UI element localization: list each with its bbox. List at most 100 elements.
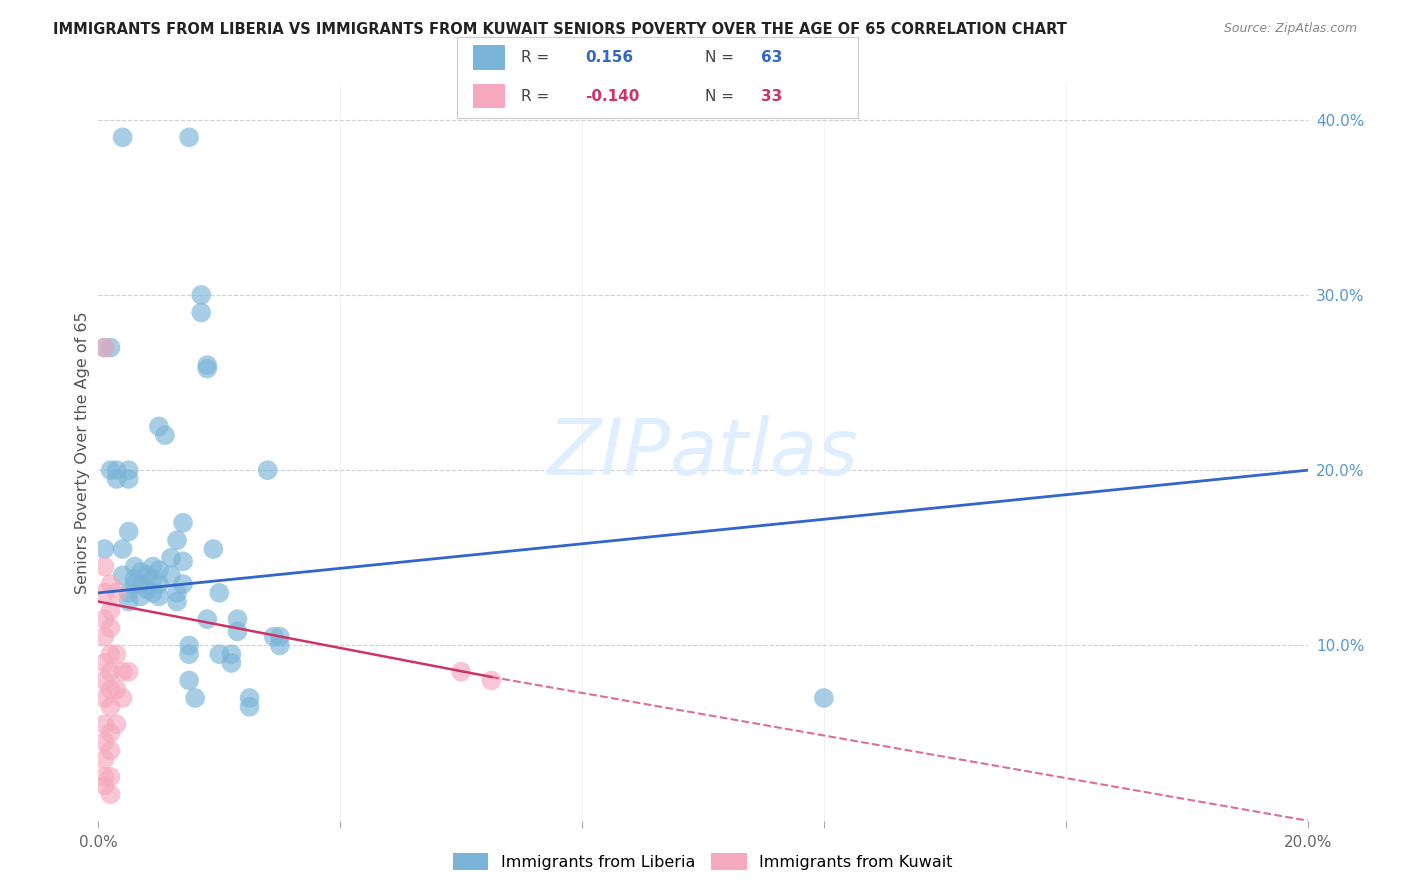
Point [221, 656, 243, 670]
Legend: Immigrants from Liberia, Immigrants from Kuwait: Immigrants from Liberia, Immigrants from… [447, 847, 959, 877]
Point [118, 463, 141, 477]
Point [129, 590, 152, 604]
Point [93, 630, 115, 644]
Point [100, 726, 122, 740]
Point [172, 516, 194, 530]
Point [93, 717, 115, 731]
Point [105, 682, 128, 697]
Point [269, 639, 291, 653]
Point [118, 586, 141, 600]
Point [135, 568, 157, 582]
Point [118, 524, 141, 539]
Point [100, 770, 122, 784]
Point [111, 665, 134, 679]
Point [166, 594, 188, 608]
Point [100, 647, 122, 661]
Point [172, 554, 194, 568]
Point [148, 577, 170, 591]
Point [226, 612, 249, 626]
Point [105, 717, 128, 731]
Point [153, 428, 176, 442]
Y-axis label: Seniors Poverty Over the Age of 65: Seniors Poverty Over the Age of 65 [75, 311, 90, 594]
Point [124, 559, 146, 574]
Point [93, 542, 115, 557]
Point [179, 130, 201, 145]
Point [208, 586, 231, 600]
Point [100, 577, 122, 591]
Point [111, 130, 134, 145]
Point [195, 358, 218, 372]
Point [105, 463, 128, 477]
Point [93, 673, 115, 688]
Text: ZIPatlas: ZIPatlas [547, 415, 859, 491]
Point [100, 603, 122, 617]
Text: R =: R = [522, 88, 550, 103]
Point [166, 586, 188, 600]
Point [124, 572, 146, 586]
Point [93, 559, 115, 574]
Point [160, 550, 183, 565]
Point [148, 563, 170, 577]
Text: Source: ZipAtlas.com: Source: ZipAtlas.com [1223, 22, 1357, 36]
Point [172, 577, 194, 591]
Point [100, 788, 122, 802]
Point [263, 630, 285, 644]
Point [148, 590, 170, 604]
Point [195, 361, 218, 376]
Point [239, 699, 262, 714]
Point [129, 577, 152, 591]
Point [256, 463, 278, 477]
Point [93, 690, 115, 705]
Point [195, 612, 218, 626]
Text: IMMIGRANTS FROM LIBERIA VS IMMIGRANTS FROM KUWAIT SENIORS POVERTY OVER THE AGE O: IMMIGRANTS FROM LIBERIA VS IMMIGRANTS FR… [53, 22, 1067, 37]
Text: R =: R = [522, 50, 550, 65]
Point [148, 419, 170, 434]
Text: N =: N = [706, 50, 734, 65]
FancyBboxPatch shape [472, 84, 505, 108]
Point [100, 699, 122, 714]
Point [100, 743, 122, 757]
Point [269, 630, 291, 644]
Point [226, 624, 249, 639]
Point [481, 673, 503, 688]
Point [179, 647, 201, 661]
Point [179, 673, 201, 688]
Point [118, 594, 141, 608]
Point [135, 582, 157, 597]
Text: 0.156: 0.156 [585, 50, 633, 65]
Point [93, 341, 115, 355]
Point [111, 542, 134, 557]
Point [142, 572, 165, 586]
Point [129, 565, 152, 579]
Point [142, 559, 165, 574]
Text: 63: 63 [762, 50, 783, 65]
Point [111, 568, 134, 582]
Point [160, 568, 183, 582]
Point [93, 779, 115, 793]
Point [813, 690, 835, 705]
Point [450, 665, 472, 679]
Point [190, 305, 212, 319]
Point [118, 665, 141, 679]
Point [100, 682, 122, 697]
Point [105, 472, 128, 486]
Point [124, 577, 146, 591]
Point [100, 463, 122, 477]
Point [202, 542, 225, 557]
Point [184, 690, 207, 705]
Point [166, 533, 188, 548]
Text: 33: 33 [762, 88, 783, 103]
Text: N =: N = [706, 88, 734, 103]
Point [118, 472, 141, 486]
Point [93, 656, 115, 670]
Point [208, 647, 231, 661]
Point [239, 690, 262, 705]
Point [179, 639, 201, 653]
Point [100, 665, 122, 679]
FancyBboxPatch shape [472, 45, 505, 70]
Text: -0.140: -0.140 [585, 88, 640, 103]
Point [111, 690, 134, 705]
Point [100, 621, 122, 635]
Point [142, 586, 165, 600]
Point [93, 341, 115, 355]
